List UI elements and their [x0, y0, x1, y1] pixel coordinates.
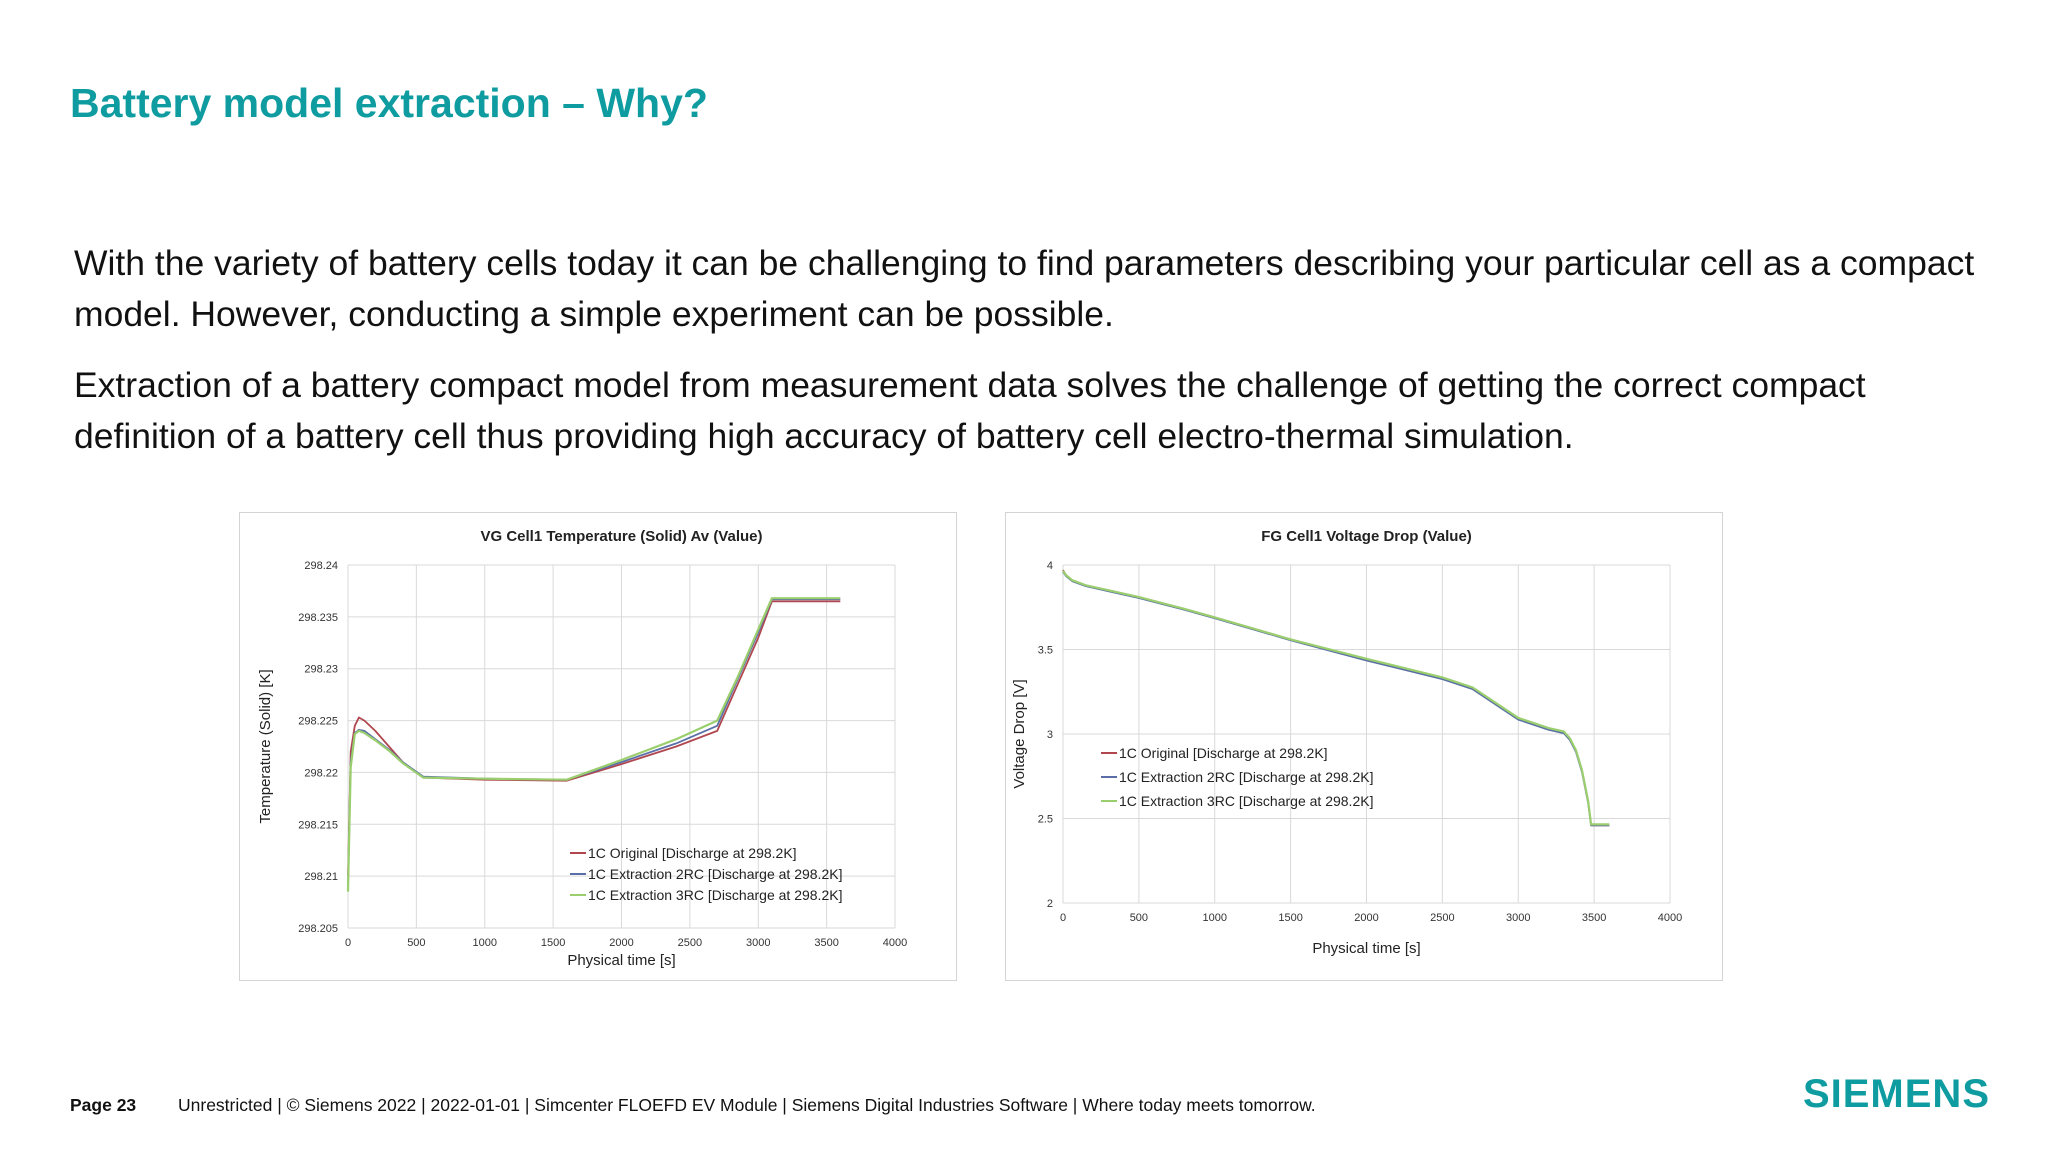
- legend-entry: 1C Extraction 2RC [Discharge at 298.2K]: [1119, 769, 1373, 785]
- x-tick-label: 1000: [1203, 912, 1227, 924]
- y-tick-label: 3.5: [1038, 645, 1053, 657]
- x-tick-label: 3000: [746, 937, 770, 949]
- series-line: [347, 598, 841, 887]
- y-tick-label: 2: [1047, 898, 1053, 910]
- legend-entry: 1C Extraction 3RC [Discharge at 298.2K]: [588, 887, 842, 903]
- x-tick-label: 0: [345, 937, 351, 949]
- chart-title: FG Cell1 Voltage Drop (Value): [1261, 528, 1472, 545]
- x-tick-label: 500: [1130, 912, 1148, 924]
- x-tick-label: 4000: [1658, 912, 1682, 924]
- y-tick-label: 298.215: [298, 819, 338, 831]
- y-tick-label: 3: [1047, 729, 1053, 741]
- extraction-paragraph: Extraction of a battery compact model fr…: [74, 365, 1866, 456]
- legend-entry: 1C Original [Discharge at 298.2K]: [588, 845, 797, 861]
- x-tick-label: 500: [407, 937, 425, 949]
- y-tick-label: 2.5: [1038, 814, 1053, 826]
- voltage-chart: FG Cell1 Voltage Drop (Value) 0 500 1000 150…: [1005, 512, 1723, 981]
- series-line: [1062, 570, 1610, 826]
- y-axis-label: Temperature (Solid) [K]: [257, 669, 274, 823]
- series-line: [347, 600, 841, 877]
- legend-entry: 1C Extraction 3RC [Discharge at 298.2K]: [1119, 793, 1373, 809]
- y-tick-label: 298.22: [304, 767, 338, 779]
- y-tick-label: 298.205: [298, 923, 338, 935]
- legend-entry: 1C Extraction 2RC [Discharge at 298.2K]: [588, 866, 842, 882]
- voltage-chart-svg: FG Cell1 Voltage Drop (Value) 0 500 1000 150…: [1011, 528, 1682, 957]
- legend-entry: 1C Original [Discharge at 298.2K]: [1119, 745, 1328, 761]
- temperature-chart: VG Cell1 Temperature (Solid) Av (Value) 0…: [239, 512, 957, 981]
- y-tick-label: 298.24: [304, 560, 338, 572]
- page-number: Page 23: [70, 1095, 137, 1115]
- y-tick-label: 4: [1047, 560, 1053, 572]
- y-tick-label: 298.235: [298, 612, 338, 624]
- x-tick-label: 1500: [1278, 912, 1302, 924]
- series-line: [346, 597, 841, 892]
- y-tick-label: 298.225: [298, 716, 338, 728]
- intro-paragraph: With the variety of battery cells today …: [74, 243, 1975, 334]
- chart-title: VG Cell1 Temperature (Solid) Av (Value): [480, 528, 762, 545]
- y-axis-label: Voltage Drop [V]: [1011, 679, 1028, 788]
- x-tick-label: 2500: [1430, 912, 1454, 924]
- temperature-chart-svg: VG Cell1 Temperature (Solid) Av (Value) 0…: [257, 528, 907, 969]
- x-tick-label: 2500: [678, 937, 702, 949]
- x-tick-label: 4000: [883, 937, 907, 949]
- x-tick-label: 0: [1060, 912, 1066, 924]
- x-tick-label: 2000: [609, 937, 633, 949]
- series-line: [1062, 569, 1610, 827]
- x-tick-label: 1500: [541, 937, 565, 949]
- x-axis-label: Physical time [s]: [1312, 940, 1420, 957]
- x-tick-label: 3000: [1506, 912, 1530, 924]
- x-tick-label: 3500: [814, 937, 838, 949]
- series-line: [1062, 571, 1610, 827]
- y-tick-label: 298.21: [304, 871, 338, 883]
- slide-title: Battery model extraction – Why?: [70, 80, 708, 126]
- x-axis-label: Physical time [s]: [567, 952, 675, 969]
- footer-text: Unrestricted | © Siemens 2022 | 2022-01-…: [178, 1095, 1316, 1115]
- siemens-logo: SIEMENS: [1802, 1072, 1990, 1116]
- x-tick-label: 3500: [1582, 912, 1606, 924]
- x-tick-label: 1000: [473, 937, 497, 949]
- y-tick-label: 298.23: [304, 664, 338, 676]
- x-tick-label: 2000: [1354, 912, 1378, 924]
